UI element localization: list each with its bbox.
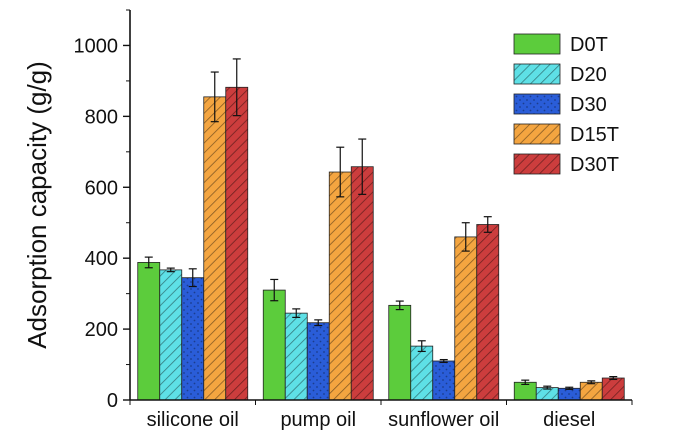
- x-tick-label: diesel: [543, 409, 595, 431]
- legend-label-D15T: D15T: [570, 124, 619, 146]
- x-tick-label: sunflower oil: [388, 409, 499, 431]
- legend-label-D0T: D0T: [570, 34, 608, 56]
- x-tick-label: pump oil: [280, 409, 356, 431]
- bar-diesel-D30: [557, 387, 581, 401]
- legend-swatch-D30: [513, 93, 561, 115]
- bar-silicone-oil-D30: [181, 277, 205, 401]
- legend-swatch-D15T: [513, 123, 561, 145]
- legend-swatch-D20: [513, 63, 561, 85]
- legend-label-D30T: D30T: [570, 154, 619, 176]
- bar-pump-oil-D20: [284, 312, 308, 401]
- error-bars-group: [144, 58, 618, 390]
- bar-sunflower-oil-D30T: [476, 224, 500, 401]
- y-tick-label: 600: [85, 177, 118, 199]
- legend-swatch-D0T: [513, 33, 561, 55]
- bar-pump-oil-D30: [306, 322, 330, 401]
- bar-pump-oil-D0T: [262, 289, 286, 401]
- legend-label-D20: D20: [570, 64, 607, 86]
- legend-label-D30: D30: [570, 94, 607, 116]
- bar-silicone-oil-D30T: [225, 86, 249, 401]
- y-tick-label: 800: [85, 106, 118, 128]
- bar-sunflower-oil-D15T: [454, 236, 478, 401]
- x-tick-label: silicone oil: [147, 409, 239, 431]
- y-tick-label: 0: [107, 390, 118, 412]
- bar-sunflower-oil-D0T: [388, 304, 412, 401]
- bar-diesel-D30T: [601, 377, 625, 401]
- y-axis-label: Adsorption capacity (g/g): [22, 61, 52, 349]
- bar-sunflower-oil-D30: [432, 360, 456, 401]
- bar-diesel-D15T: [579, 381, 603, 401]
- y-tick-label: 1000: [74, 35, 119, 57]
- y-tick-label: 200: [85, 319, 118, 341]
- bar-silicone-oil-D0T: [137, 262, 161, 401]
- axes-group: silicone oil pump oil sunflower oil diesel 0…: [22, 9, 633, 431]
- bars-group: [137, 86, 625, 401]
- bar-pump-oil-D30T: [350, 166, 374, 401]
- bar-sunflower-oil-D20: [410, 345, 434, 401]
- bar-silicone-oil-D20: [159, 269, 183, 401]
- bar-silicone-oil-D15T: [203, 96, 227, 401]
- bar-pump-oil-D15T: [328, 171, 352, 401]
- legend: D0T D20 D30 D15T D30T: [513, 33, 619, 176]
- y-tick-label: 400: [85, 248, 118, 270]
- legend-swatch-D30T: [513, 153, 561, 175]
